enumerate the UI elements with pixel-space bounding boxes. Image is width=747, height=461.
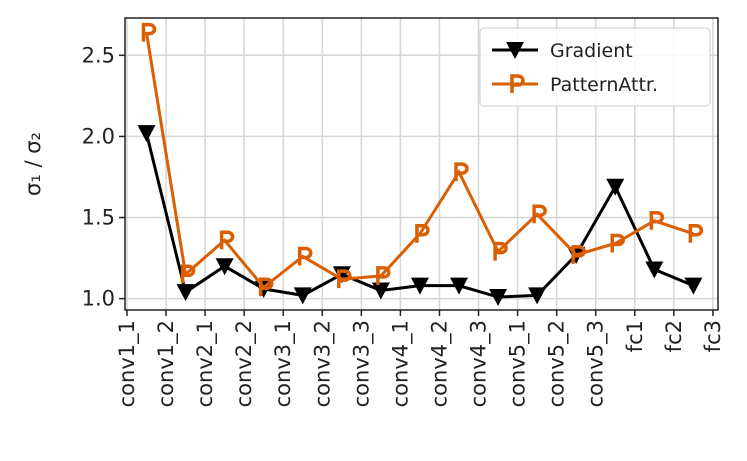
data-point (176, 284, 195, 302)
data-point (258, 277, 274, 297)
x-tick-label: conv4_3 (467, 320, 492, 407)
plot-frame (124, 17, 719, 311)
x-tick-label: conv5_1 (506, 320, 531, 407)
data-point (180, 264, 196, 284)
data-point (684, 277, 703, 295)
series-line (145, 132, 694, 299)
data-point (528, 287, 547, 305)
data-point (610, 233, 625, 253)
data-point (645, 261, 664, 279)
x-tick-label: conv4_1 (388, 320, 413, 407)
x-tick-label: conv2_1 (193, 320, 218, 407)
legend-label: PatternAttr. (550, 74, 658, 96)
x-tick-label: conv1_1 (115, 320, 140, 407)
data-point (293, 287, 312, 305)
data-point (297, 246, 313, 266)
data-point (606, 178, 625, 196)
legend-marker (506, 42, 524, 59)
legend-marker (510, 74, 525, 93)
x-tick-label: conv3_3 (349, 320, 374, 407)
data-point (688, 224, 704, 243)
x-tick-label: conv3_1 (271, 320, 296, 407)
data-point (489, 289, 508, 307)
x-tick-label: conv3_2 (310, 320, 335, 407)
data-point (219, 230, 235, 250)
data-point (493, 241, 508, 261)
x-tick-label: fc2 (662, 320, 686, 352)
legend-label: Gradient (550, 40, 633, 62)
data-point (415, 224, 430, 243)
data-point (571, 245, 586, 264)
y-tick-label: 2.0 (82, 124, 115, 148)
data-point (649, 211, 664, 230)
data-point (410, 277, 429, 295)
x-tick-label: conv5_3 (584, 320, 609, 407)
data-point (532, 204, 547, 224)
data-point (337, 269, 352, 289)
data-point (450, 277, 469, 295)
y-tick-label: 2.5 (82, 43, 115, 67)
data-point (371, 282, 390, 300)
data-point (141, 22, 157, 42)
data-point (215, 258, 234, 276)
legend-box (479, 27, 711, 107)
x-tick-label: conv2_2 (232, 320, 257, 407)
data-point (454, 162, 469, 182)
x-tick-label: fc3 (701, 320, 725, 352)
y-tick-label: 1.0 (82, 287, 115, 311)
x-tick-label: conv5_2 (545, 320, 570, 407)
x-tick-label: conv1_2 (154, 320, 179, 407)
y-tick-label: 1.5 (82, 206, 115, 230)
legend: Gradient PatternAttr. (479, 27, 711, 107)
y-axis-label: σ₁ / σ₂ (21, 132, 45, 196)
data-point (376, 266, 391, 285)
x-tick-label: conv4_2 (427, 320, 452, 407)
x-tick-label: fc1 (623, 320, 647, 352)
data-point (137, 125, 156, 143)
